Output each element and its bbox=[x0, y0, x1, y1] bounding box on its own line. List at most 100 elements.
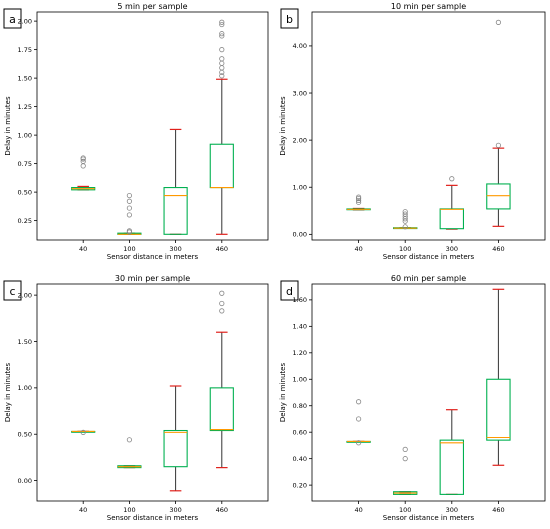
outlier-point bbox=[449, 176, 455, 182]
y-tick-label: 1.75 bbox=[18, 46, 32, 54]
box bbox=[486, 183, 511, 210]
panel-label-box bbox=[3, 280, 22, 301]
y-axis-label: Delay in minutes bbox=[4, 96, 12, 156]
box bbox=[209, 387, 234, 432]
chart-title: 5 min per sample bbox=[117, 2, 187, 11]
panel-label-box bbox=[3, 8, 22, 29]
panel-a: a 5 min per sample 0.25 0.50 0.75 1.00 1.25 1.5… bbox=[3, 2, 269, 261]
panel-label: b bbox=[286, 13, 293, 26]
outlier-point bbox=[402, 224, 408, 230]
outlier-point bbox=[219, 31, 225, 37]
box bbox=[209, 143, 234, 189]
x-tick-label: 460 bbox=[492, 245, 504, 253]
box bbox=[163, 429, 188, 468]
outlier-point bbox=[402, 211, 408, 217]
x-tick-label: 460 bbox=[216, 506, 228, 514]
y-tick-label: 2.00 bbox=[18, 291, 32, 299]
outlier-point bbox=[80, 429, 86, 435]
outlier-point bbox=[355, 195, 362, 202]
y-tick-label: 0.60 bbox=[293, 428, 307, 436]
outlier-point bbox=[126, 198, 132, 204]
outlier-point bbox=[355, 199, 362, 205]
plot-frame bbox=[311, 283, 546, 502]
panel-label-box bbox=[280, 280, 299, 301]
outlier-point bbox=[219, 60, 225, 66]
x-tick-label: 100 bbox=[123, 245, 135, 253]
x-tick-label: 100 bbox=[123, 506, 135, 514]
y-axis-label: Delay in minutes bbox=[279, 363, 287, 423]
y-tick-label: 4.00 bbox=[293, 42, 307, 50]
outlier-point bbox=[219, 47, 225, 53]
panel-label: d bbox=[286, 285, 293, 298]
x-axis-label: Sensor distance in meters bbox=[107, 253, 199, 261]
outlier-point bbox=[219, 56, 225, 62]
plot-frame bbox=[36, 283, 269, 502]
y-tick-label: 0.20 bbox=[293, 481, 307, 489]
x-tick-label: 40 bbox=[354, 506, 362, 514]
panel-label: c bbox=[9, 285, 15, 298]
outlier-point bbox=[355, 440, 362, 446]
y-tick-label: 1.00 bbox=[18, 384, 32, 392]
y-tick-label: 1.25 bbox=[18, 103, 32, 111]
x-tick-label: 100 bbox=[399, 506, 411, 514]
outlier-point bbox=[80, 158, 86, 164]
outlier-point bbox=[219, 73, 225, 79]
x-axis-label: Sensor distance in meters bbox=[383, 253, 475, 261]
outlier-point bbox=[402, 209, 408, 215]
outlier-point bbox=[495, 142, 501, 148]
x-tick-label: 40 bbox=[354, 245, 362, 253]
y-tick-label: 3.00 bbox=[293, 89, 307, 97]
y-tick-label: 2.00 bbox=[293, 136, 307, 144]
outlier-point bbox=[355, 399, 362, 405]
y-tick-label: 1.60 bbox=[293, 296, 307, 304]
y-tick-label: 1.00 bbox=[293, 376, 307, 384]
y-tick-label: 0.40 bbox=[293, 455, 307, 463]
x-tick-label: 300 bbox=[169, 245, 181, 253]
box bbox=[439, 208, 464, 230]
plot-frame bbox=[36, 11, 269, 241]
x-tick-label: 460 bbox=[492, 506, 504, 514]
y-tick-label: 1.50 bbox=[18, 74, 32, 82]
outlier-point bbox=[355, 194, 362, 200]
outlier-point bbox=[219, 290, 225, 296]
chart-title: 60 min per sample bbox=[391, 274, 466, 283]
outlier-point bbox=[219, 19, 225, 25]
y-tick-label: 0.50 bbox=[18, 431, 32, 439]
box bbox=[439, 439, 464, 495]
outlier-point bbox=[355, 416, 362, 422]
y-tick-label: 1.00 bbox=[293, 184, 307, 192]
x-tick-label: 40 bbox=[79, 245, 87, 253]
y-tick-label: 1.40 bbox=[293, 323, 307, 331]
y-tick-label: 0.25 bbox=[18, 217, 32, 225]
x-axis-label: Sensor distance in meters bbox=[107, 514, 199, 522]
panel-d: d 60 min per sample 0.20 0.40 0.60 0.80 1.00 1.… bbox=[279, 274, 546, 522]
outlier-point bbox=[402, 446, 408, 452]
x-tick-label: 40 bbox=[79, 506, 87, 514]
x-axis-label: Sensor distance in meters bbox=[383, 514, 475, 522]
panel-label-box bbox=[280, 8, 299, 29]
outlier-point bbox=[219, 300, 225, 307]
x-tick-label: 300 bbox=[446, 245, 458, 253]
box bbox=[486, 378, 511, 441]
outlier-point bbox=[126, 192, 132, 199]
outlier-point bbox=[219, 308, 225, 314]
outlier-point bbox=[402, 456, 408, 462]
y-tick-label: 0.80 bbox=[293, 402, 307, 410]
x-tick-label: 300 bbox=[169, 506, 181, 514]
y-tick-label: 1.20 bbox=[293, 349, 307, 357]
y-tick-label: 0.00 bbox=[293, 231, 307, 239]
outlier-point bbox=[495, 19, 501, 25]
y-tick-label: 2.00 bbox=[18, 17, 32, 25]
outlier-point bbox=[80, 163, 86, 169]
x-tick-label: 300 bbox=[446, 506, 458, 514]
x-tick-label: 460 bbox=[216, 245, 228, 253]
panel-label: a bbox=[9, 13, 16, 26]
y-tick-label: 1.00 bbox=[18, 131, 32, 139]
box bbox=[163, 187, 188, 235]
outlier-point bbox=[80, 155, 86, 161]
chart-title: 10 min per sample bbox=[391, 2, 466, 11]
panel-b: b 10 min per sample 0.00 1.00 2.00 3.00 4.00 40… bbox=[279, 2, 546, 261]
y-tick-label: 0.50 bbox=[18, 188, 32, 196]
plot-frame bbox=[311, 11, 546, 241]
